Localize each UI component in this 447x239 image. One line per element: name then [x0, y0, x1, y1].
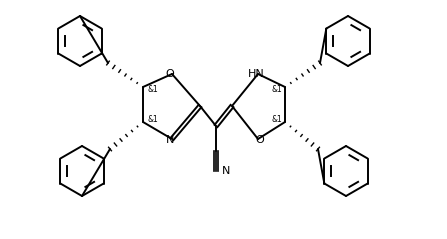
Text: O: O — [166, 69, 174, 79]
Text: &1: &1 — [272, 114, 283, 124]
Text: &1: &1 — [148, 114, 159, 124]
Text: &1: &1 — [148, 85, 159, 93]
Text: HN: HN — [248, 69, 264, 79]
Text: O: O — [256, 135, 264, 145]
Text: N: N — [222, 166, 230, 176]
Text: N: N — [166, 135, 174, 145]
Text: &1: &1 — [272, 85, 283, 93]
